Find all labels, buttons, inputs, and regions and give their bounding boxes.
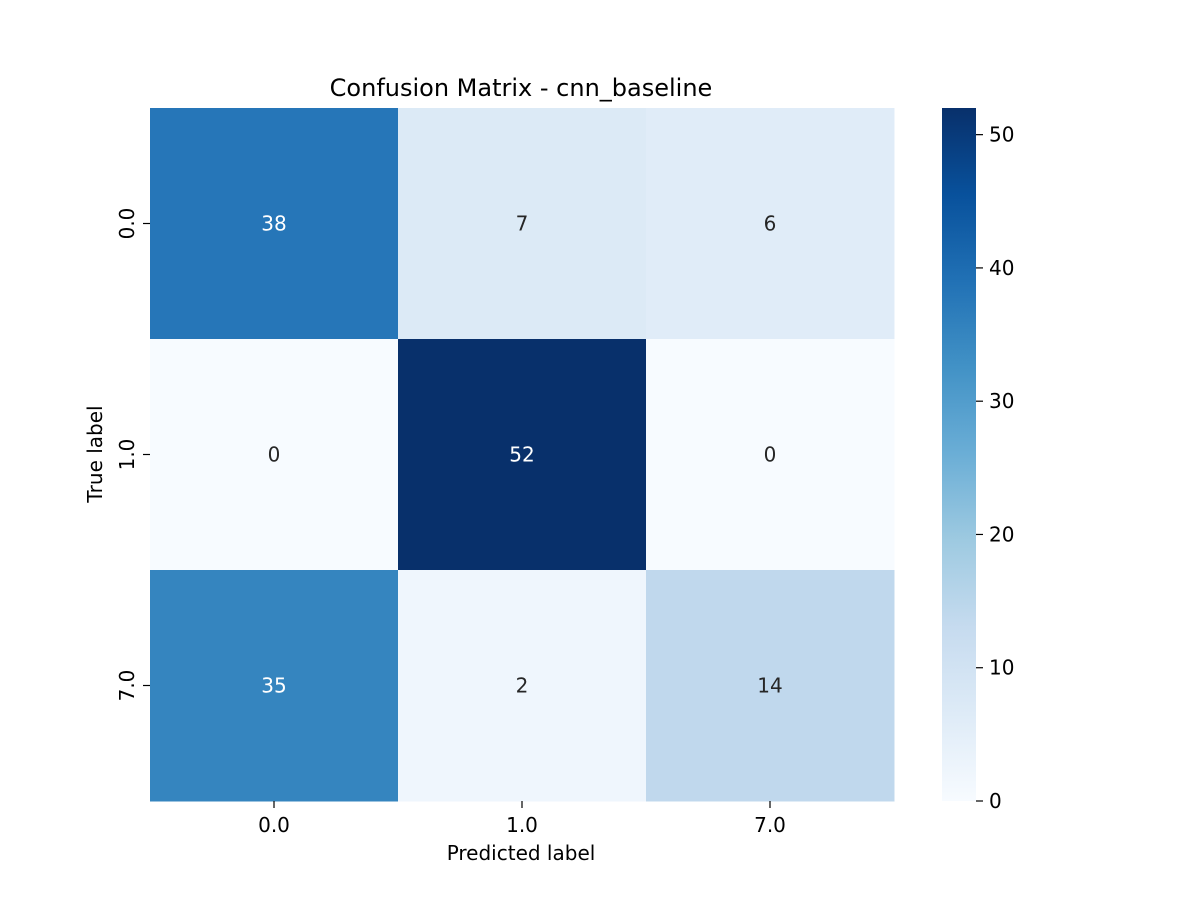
y-tick-label-2: 7.0	[115, 670, 139, 702]
heatmap-cell-r2-c1	[398, 570, 647, 802]
cell-value-r0-c1: 7	[516, 212, 529, 236]
heatmap-cell-r1-c1	[398, 339, 647, 571]
cell-value-r2-c2: 14	[757, 674, 782, 698]
cell-value-r0-c2: 6	[764, 212, 777, 236]
x-axis-ticks: 0.0 1.0 7.0	[258, 801, 786, 837]
colorbar-ticks: 0 10 20 30 40 50	[976, 123, 1014, 813]
heatmap-cell-r0-c2	[646, 108, 895, 340]
x-tick-label-0: 0.0	[258, 813, 290, 837]
heatmap-cell-r1-c2	[646, 339, 895, 571]
cell-annotations: 38 7 6 0 52 0 35 2 14	[261, 212, 782, 698]
colorbar-tick-label-2: 20	[989, 522, 1014, 546]
cell-value-r1-c0: 0	[268, 443, 281, 467]
y-axis-ticks: 0.0 1.0 7.0	[115, 208, 150, 702]
chart-title: Confusion Matrix - cnn_baseline	[330, 74, 713, 102]
heatmap-cells	[150, 108, 895, 802]
x-tick-label-2: 7.0	[754, 813, 786, 837]
y-tick-label-0: 0.0	[115, 208, 139, 240]
cell-value-r1-c1: 52	[509, 443, 534, 467]
heatmap-cell-r0-c0	[150, 108, 399, 340]
heatmap-cell-r2-c0	[150, 570, 399, 802]
heatmap-cell-r1-c0	[150, 339, 399, 571]
x-axis-label: Predicted label	[447, 841, 596, 865]
cell-value-r0-c0: 38	[261, 212, 286, 236]
colorbar-tick-label-0: 0	[989, 789, 1002, 813]
heatmap-cell-r0-c1	[398, 108, 647, 340]
cell-value-r1-c2: 0	[764, 443, 777, 467]
colorbar-tick-label-1: 10	[989, 656, 1014, 680]
heatmap-cell-r2-c2	[646, 570, 895, 802]
cell-value-r2-c1: 2	[516, 674, 529, 698]
cell-value-r2-c0: 35	[261, 674, 286, 698]
colorbar-tick-label-4: 40	[989, 256, 1014, 280]
colorbar-tick-label-3: 30	[989, 389, 1014, 413]
x-tick-label-1: 1.0	[506, 813, 538, 837]
colorbar	[942, 108, 976, 801]
y-axis-label: True label	[83, 405, 107, 503]
y-tick-label-1: 1.0	[115, 439, 139, 471]
colorbar-tick-label-5: 50	[989, 123, 1014, 147]
